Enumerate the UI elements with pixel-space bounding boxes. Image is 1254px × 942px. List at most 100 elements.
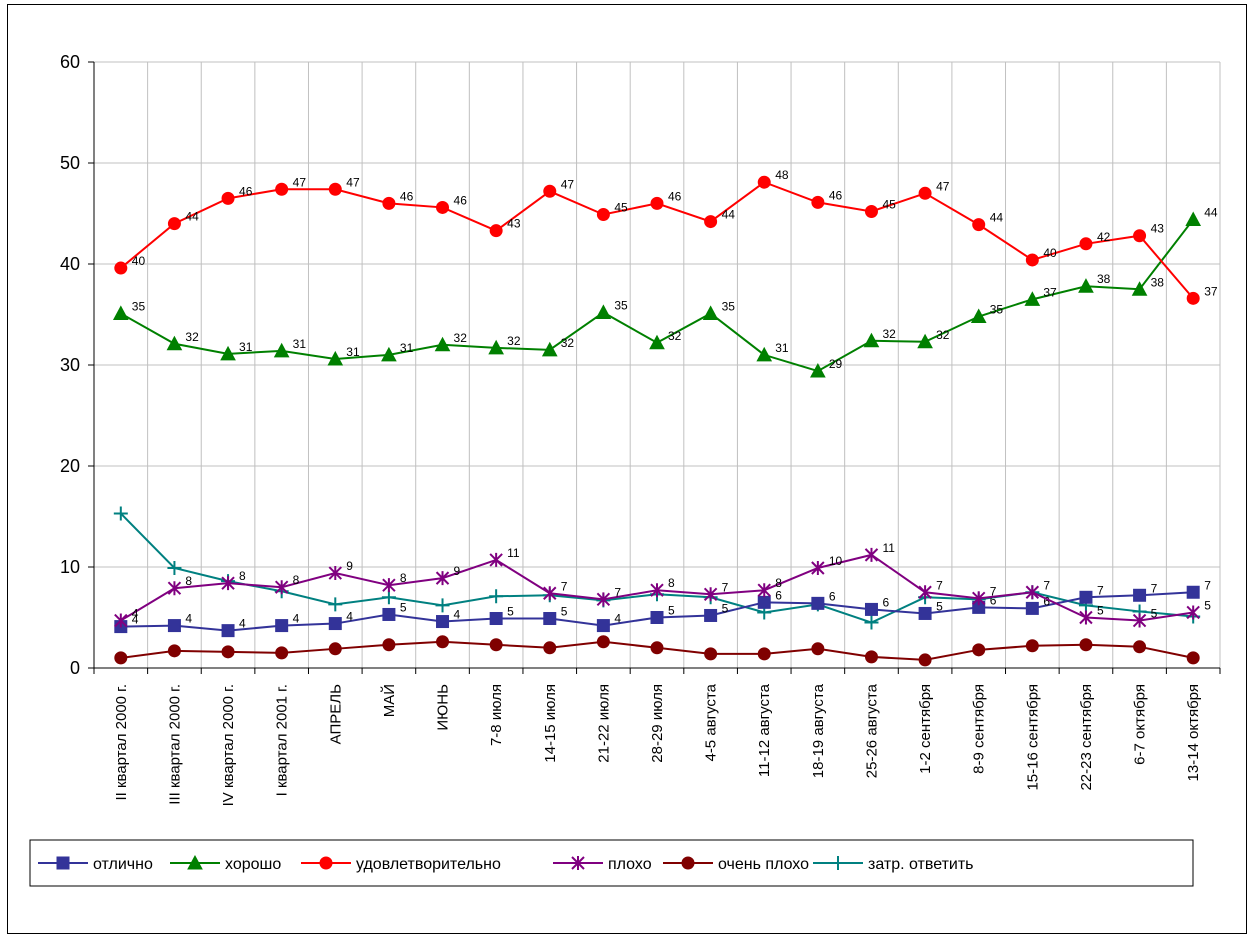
data-label: 35 [132, 299, 146, 313]
data-label: 11 [882, 541, 895, 555]
data-label: 4 [614, 612, 621, 626]
data-label: 44 [185, 210, 199, 224]
data-point [681, 856, 695, 870]
data-point [596, 592, 611, 607]
data-point [1186, 585, 1200, 599]
x-tick-label: АПРЕЛЬ [327, 684, 344, 744]
data-point [831, 856, 845, 870]
data-point [328, 617, 342, 631]
data-point [571, 856, 585, 870]
axes [93, 62, 1221, 674]
data-point [595, 304, 612, 319]
data-point [1186, 605, 1200, 620]
data-point [972, 591, 986, 606]
data-point [488, 339, 504, 355]
data-point [757, 583, 771, 598]
data-label: 7 [722, 580, 729, 594]
y-tick-label: 0 [70, 658, 80, 678]
data-label: 4 [132, 607, 139, 621]
data-point [650, 196, 664, 210]
data-label: 47 [561, 177, 575, 191]
legend-item-1: отлично [38, 856, 153, 873]
data-label: 32 [185, 330, 199, 344]
data-point [596, 635, 610, 649]
y-tick-label: 20 [60, 456, 80, 476]
data-point [382, 578, 396, 593]
data-label: 47 [293, 175, 307, 189]
data-point [167, 561, 182, 576]
data-label: 47 [346, 175, 360, 189]
data-point [328, 642, 342, 656]
data-label: 32 [936, 328, 950, 342]
data-point [1186, 291, 1200, 305]
data-point [918, 186, 932, 200]
data-point [972, 218, 986, 232]
data-label: 6 [990, 593, 997, 607]
data-label: 29 [829, 357, 843, 371]
data-label: 6 [1043, 594, 1050, 608]
x-tick-label: ИЮНЬ [435, 684, 452, 731]
data-label: 7 [1043, 578, 1050, 592]
data-point [543, 612, 557, 626]
data-label: 32 [668, 329, 682, 343]
data-label: 37 [1204, 284, 1218, 298]
legend-item-5: очень плохо [663, 856, 809, 873]
data-label: 42 [1097, 230, 1111, 244]
data-label: 32 [454, 331, 468, 345]
data-point [1025, 253, 1039, 267]
x-tick-label: 8-9 сентября [971, 684, 988, 774]
data-point [596, 619, 610, 633]
data-label: 32 [561, 336, 575, 350]
x-tick-label: 7-8 июля [488, 684, 505, 746]
x-tick-label: II квартал 2000 г. [113, 684, 130, 801]
data-label: 40 [132, 254, 146, 268]
data-point [1079, 590, 1093, 604]
data-point [167, 644, 181, 658]
data-point [810, 363, 826, 378]
data-label: 46 [400, 189, 414, 203]
y-tick-label: 40 [60, 254, 80, 274]
data-label: 8 [185, 574, 192, 588]
line-chart: 0 10 20 30 40 50 60 II квартал 2000 г. III квар… [29, 52, 1221, 887]
legend-item-2: хорошо [170, 854, 281, 873]
data-label: 8 [400, 571, 407, 585]
legend-item-3: удовлетворительно [301, 856, 501, 873]
x-tick-label: IV квартал 2000 г. [220, 684, 237, 806]
x-tick-label: 25-26 августа [863, 683, 880, 778]
legend-item-4: плохо [553, 856, 652, 873]
data-point [328, 182, 342, 196]
y-tick-label: 60 [60, 52, 80, 72]
data-point [221, 624, 235, 638]
data-label: 45 [882, 197, 896, 211]
data-label: 44 [722, 208, 736, 222]
data-point [811, 195, 825, 209]
legend-label: очень плохо [718, 856, 809, 873]
data-label: 6 [882, 595, 889, 609]
data-point [704, 647, 718, 661]
data-point [1186, 651, 1200, 665]
data-label: 9 [454, 564, 461, 578]
x-tick-label: 14-15 июля [542, 684, 559, 763]
data-point [1079, 638, 1093, 652]
data-label: 43 [507, 217, 521, 231]
x-tick-label: 28-29 июля [649, 684, 666, 763]
data-label: 44 [990, 211, 1004, 225]
data-point [864, 547, 879, 562]
data-label: 9 [346, 559, 353, 573]
data-point [1132, 613, 1147, 628]
data-label: 8 [775, 576, 782, 590]
data-label: 8 [668, 576, 675, 590]
series-5 [114, 635, 1200, 667]
data-point [1078, 278, 1094, 293]
data-point [382, 607, 396, 621]
legend-label: отлично [93, 856, 153, 873]
data-point [864, 602, 878, 616]
data-point [114, 613, 128, 628]
data-point [543, 184, 557, 198]
data-point [114, 651, 128, 665]
x-tick-label: 13-14 октября [1185, 684, 1202, 782]
data-label: 7 [1097, 583, 1104, 597]
data-point [650, 611, 664, 624]
data-label: 35 [614, 298, 628, 312]
data-point [650, 583, 664, 598]
